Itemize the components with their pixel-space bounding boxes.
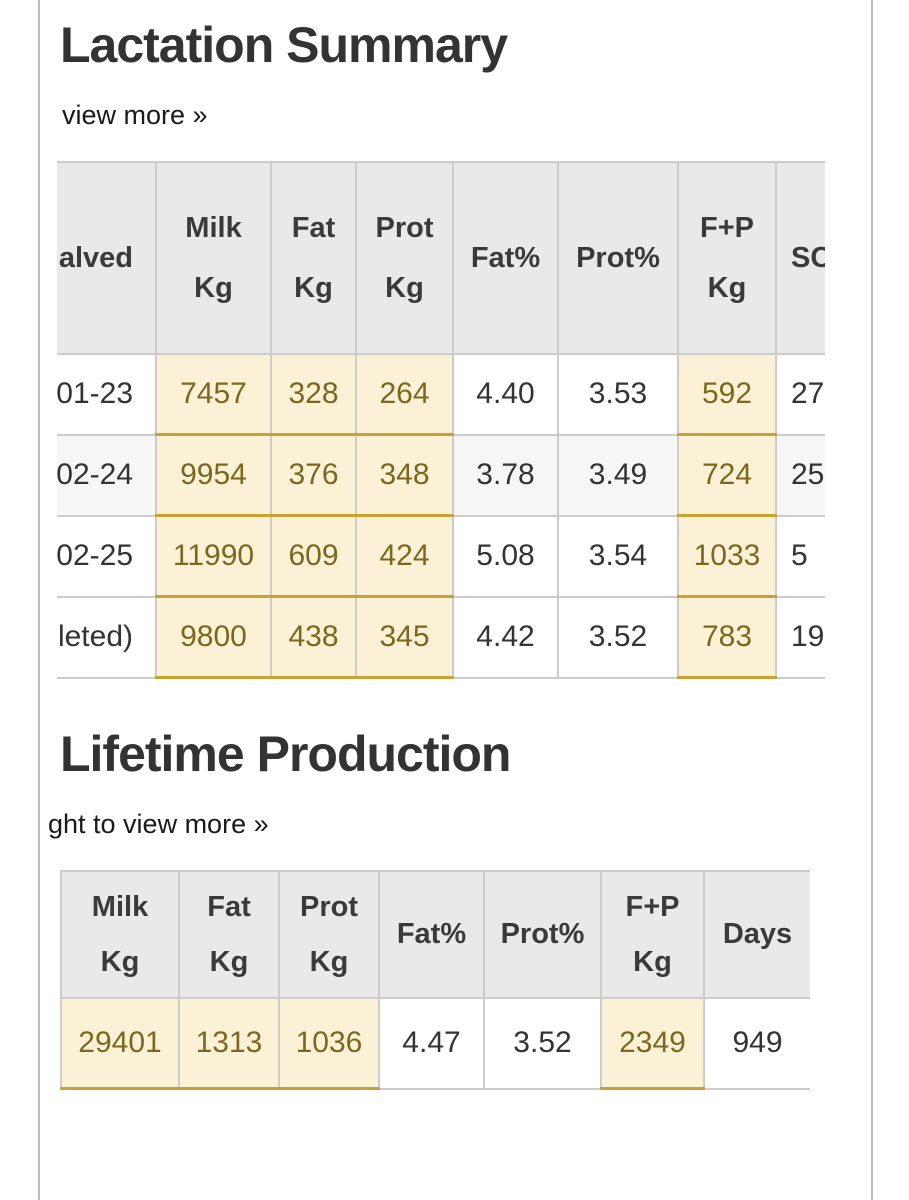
cell-fp-kg: 592 xyxy=(677,353,777,436)
lifetime-view-more-hint: ght to view more » xyxy=(48,809,269,839)
col-header-scc: SC xyxy=(775,161,825,355)
col-header-prot-kg: Prot Kg xyxy=(278,870,380,999)
cell-prot-pct: 3.52 xyxy=(483,997,602,1090)
cell-prot-kg: 264 xyxy=(355,353,454,436)
cell-fp-kg: 1033 xyxy=(677,514,777,598)
col-header-days: Days xyxy=(703,870,810,999)
lactation-view-more-hint: view more » xyxy=(62,100,208,130)
col-header-fp-kg: F+P Kg xyxy=(600,870,705,999)
lifetime-production-title: Lifetime Production xyxy=(60,726,511,782)
cell-prot-pct: 3.49 xyxy=(557,433,679,517)
cell-fat-pct: 3.78 xyxy=(452,433,559,517)
cell-fat-kg: 1313 xyxy=(178,997,280,1090)
content-panel: Lactation Summary view more » alved Milk… xyxy=(38,0,873,1200)
cell-fat-pct: 4.40 xyxy=(452,353,559,436)
cell-scc: 5 xyxy=(775,514,825,598)
cell-calved: leted) xyxy=(57,595,157,679)
cell-prot-kg: 424 xyxy=(355,514,454,598)
lifetime-header-row: Milk Kg Fat Kg Prot Kg Fat% Prot% F+P Kg… xyxy=(60,870,810,999)
cell-milk-kg: 7457 xyxy=(155,353,272,436)
cell-calved: -01-23 xyxy=(57,353,157,436)
cell-scc: 25 xyxy=(775,433,825,517)
col-header-fp-kg: F+P Kg xyxy=(677,161,777,355)
cell-milk-kg: 11990 xyxy=(155,514,272,598)
cell-fp-kg: 783 xyxy=(677,595,777,679)
cell-calved: -02-25 xyxy=(57,514,157,598)
lactation-header-row: alved Milk Kg Fat Kg Prot Kg Fat% Prot% … xyxy=(57,161,825,355)
col-header-calved: alved xyxy=(57,161,157,355)
cell-fp-kg: 724 xyxy=(677,433,777,517)
cell-prot-pct: 3.52 xyxy=(557,595,679,679)
cell-scc: 27 xyxy=(775,353,825,436)
col-header-fat-pct: Fat% xyxy=(452,161,559,355)
col-header-prot-pct: Prot% xyxy=(483,870,602,999)
lifetime-table: Milk Kg Fat Kg Prot Kg Fat% Prot% F+P Kg… xyxy=(60,870,810,1090)
cell-prot-kg: 345 xyxy=(355,595,454,679)
cell-prot-kg: 1036 xyxy=(278,997,380,1090)
lactation-table: alved Milk Kg Fat Kg Prot Kg Fat% Prot% … xyxy=(57,161,825,679)
col-header-prot-pct: Prot% xyxy=(557,161,679,355)
cell-fat-kg: 609 xyxy=(270,514,357,598)
col-header-prot-kg: Prot Kg xyxy=(355,161,454,355)
lactation-row-3: -02-25 11990 609 424 5.08 3.54 1033 5 xyxy=(57,514,825,598)
lactation-row-1: -01-23 7457 328 264 4.40 3.53 592 27 xyxy=(57,353,825,436)
cell-days: 949 xyxy=(703,997,810,1090)
cell-fp-kg: 2349 xyxy=(600,997,705,1090)
cell-prot-pct: 3.54 xyxy=(557,514,679,598)
cell-prot-pct: 3.53 xyxy=(557,353,679,436)
lifetime-table-scroll-area[interactable]: Milk Kg Fat Kg Prot Kg Fat% Prot% F+P Kg… xyxy=(60,870,810,1090)
cell-calved: -02-24 xyxy=(57,433,157,517)
cell-milk-kg: 29401 xyxy=(60,997,180,1090)
col-header-milk-kg: Milk Kg xyxy=(155,161,272,355)
cell-prot-kg: 348 xyxy=(355,433,454,517)
cell-milk-kg: 9954 xyxy=(155,433,272,517)
lactation-row-4: leted) 9800 438 345 4.42 3.52 783 19 xyxy=(57,595,825,679)
cell-scc: 19 xyxy=(775,595,825,679)
cell-fat-kg: 438 xyxy=(270,595,357,679)
lactation-table-scroll-area[interactable]: alved Milk Kg Fat Kg Prot Kg Fat% Prot% … xyxy=(57,161,825,679)
cell-fat-kg: 376 xyxy=(270,433,357,517)
cell-fat-kg: 328 xyxy=(270,353,357,436)
col-header-milk-kg: Milk Kg xyxy=(60,870,180,999)
cell-milk-kg: 9800 xyxy=(155,595,272,679)
lactation-row-2: -02-24 9954 376 348 3.78 3.49 724 25 xyxy=(57,433,825,517)
col-header-fat-kg: Fat Kg xyxy=(270,161,357,355)
cell-fat-pct: 5.08 xyxy=(452,514,559,598)
lactation-summary-title: Lactation Summary xyxy=(60,17,508,73)
cell-fat-pct: 4.47 xyxy=(378,997,485,1090)
col-header-fat-pct: Fat% xyxy=(378,870,485,999)
lifetime-row: 29401 1313 1036 4.47 3.52 2349 949 xyxy=(60,997,810,1090)
col-header-fat-kg: Fat Kg xyxy=(178,870,280,999)
cell-fat-pct: 4.42 xyxy=(452,595,559,679)
